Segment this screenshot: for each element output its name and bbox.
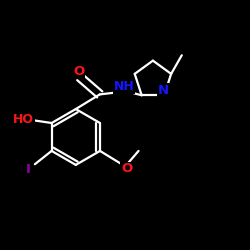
Text: I: I xyxy=(26,162,31,175)
Text: N: N xyxy=(157,84,168,97)
Text: O: O xyxy=(121,162,132,175)
Text: O: O xyxy=(73,65,85,78)
Text: NH: NH xyxy=(114,80,135,94)
Text: HO: HO xyxy=(13,113,34,126)
